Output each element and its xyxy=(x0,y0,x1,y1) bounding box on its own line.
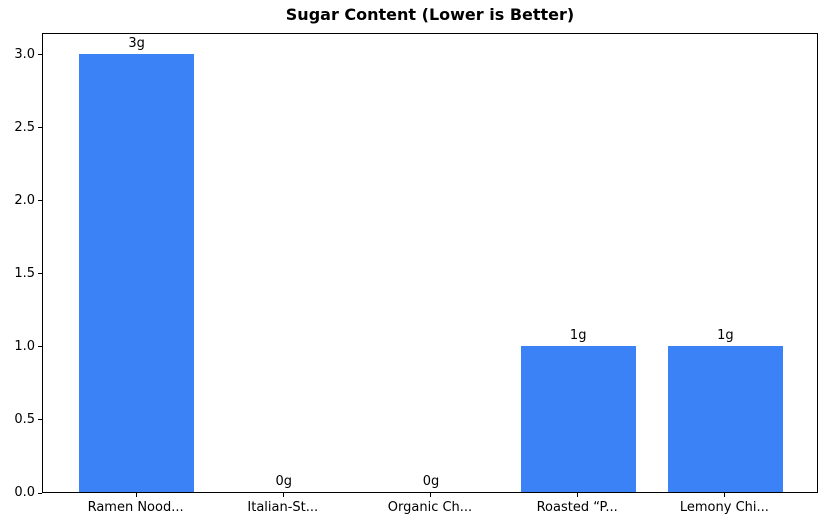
bar xyxy=(667,346,783,492)
y-tick-label: 1.0 xyxy=(14,338,35,354)
bar-value-label: 1g xyxy=(569,328,587,343)
bar xyxy=(79,54,195,492)
y-tick-label: 3.0 xyxy=(14,46,35,62)
y-tick-mark xyxy=(38,200,42,202)
plot-area: 3g 0g 0g 1g 1g xyxy=(42,33,818,493)
x-tick-mark xyxy=(282,493,284,497)
bar xyxy=(520,346,636,492)
y-tick-mark xyxy=(38,273,42,275)
x-tick-label: Organic Ch... xyxy=(387,500,473,515)
y-tick-label: 0.0 xyxy=(14,485,35,500)
y-tick-mark xyxy=(38,492,42,494)
x-tick-label: Lemony Chi... xyxy=(679,500,769,515)
y-tick-label: 1.5 xyxy=(14,265,35,281)
bar-value-label: 0g xyxy=(275,474,293,489)
x-tick-mark xyxy=(724,493,726,497)
x-tick-mark xyxy=(577,493,579,497)
y-tick-mark xyxy=(38,419,42,421)
x-tick-label: Italian-St... xyxy=(247,500,319,515)
y-tick-label: 2.5 xyxy=(14,119,35,135)
y-tick-mark xyxy=(38,54,42,56)
bar-value-label: 1g xyxy=(717,328,734,343)
chart-title: Sugar Content (Lower is Better) xyxy=(285,5,575,24)
x-tick-mark xyxy=(135,493,137,497)
y-tick-label: 2.0 xyxy=(14,192,35,208)
bar-value-label: 3g xyxy=(128,36,145,51)
x-tick-label: Ramen Nood... xyxy=(87,500,184,515)
bar-value-label: 0g xyxy=(422,474,440,489)
x-tick-label: Roasted “P... xyxy=(536,500,618,515)
x-tick-mark xyxy=(430,493,431,497)
y-tick-mark xyxy=(38,127,42,129)
y-tick-label: 0.5 xyxy=(14,411,35,427)
y-tick-mark xyxy=(38,346,42,348)
